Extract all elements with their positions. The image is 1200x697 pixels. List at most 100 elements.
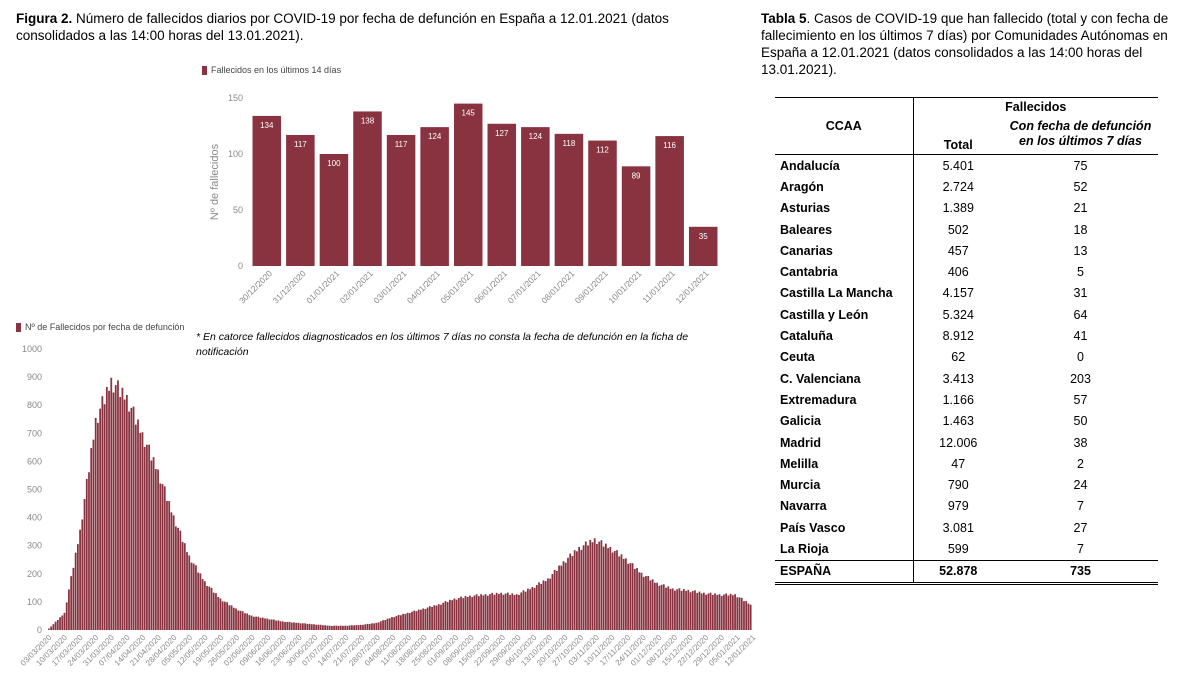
region-recent: 64 <box>1073 307 1088 322</box>
region-recent: 7 <box>1077 541 1084 556</box>
region-recent: 31 <box>1073 286 1088 301</box>
bar <box>226 602 229 630</box>
bar <box>669 588 672 630</box>
table-row: Madrid 12.006 38 <box>775 431 1158 454</box>
bar <box>377 622 380 630</box>
bar <box>649 580 652 630</box>
bar <box>322 625 324 630</box>
chart1-legend: Fallecidos en los últimos 14 días <box>202 65 341 75</box>
bar <box>163 486 166 630</box>
bar <box>157 469 159 630</box>
bar <box>700 593 703 630</box>
region-recent: 75 <box>1073 158 1088 173</box>
bar <box>386 618 389 630</box>
bar <box>714 593 716 630</box>
region-total: 3.413 <box>942 371 974 386</box>
bar <box>63 612 66 630</box>
table-row: Ceuta 62 0 <box>775 346 1158 368</box>
bar <box>183 543 186 630</box>
bar <box>357 625 360 630</box>
bar <box>97 422 99 630</box>
table-row: Castilla La Mancha 4.157 31 <box>775 282 1158 305</box>
bar <box>464 596 467 630</box>
bar <box>642 576 645 630</box>
region-total: 457 <box>947 243 969 258</box>
bar <box>629 563 632 630</box>
region-recent: 38 <box>1073 435 1088 450</box>
total-row-total: 52.878 <box>913 559 1003 585</box>
bar <box>408 613 411 630</box>
bar <box>487 123 517 266</box>
bar <box>259 617 262 630</box>
bar <box>471 597 474 630</box>
bar <box>362 624 364 630</box>
bar <box>402 613 405 630</box>
x-tick-label: 03/01/2021 <box>371 268 408 305</box>
bar <box>201 579 204 630</box>
bar <box>584 541 587 630</box>
bar <box>647 575 650 630</box>
bar <box>248 615 251 630</box>
bar <box>79 529 81 630</box>
bar <box>607 548 609 630</box>
bar <box>299 623 302 630</box>
region-recent: 57 <box>1073 392 1088 407</box>
bar <box>560 565 563 630</box>
bar <box>602 546 605 630</box>
bar <box>177 527 179 630</box>
col-header-region: CCAA <box>775 97 914 155</box>
bar <box>687 589 690 630</box>
bar <box>540 583 543 630</box>
bar <box>640 572 643 630</box>
bar <box>621 166 651 266</box>
bar <box>444 601 447 630</box>
bar <box>460 596 462 630</box>
y-tick-label: 100 <box>27 597 42 607</box>
bar <box>266 618 269 630</box>
bar <box>199 573 202 630</box>
bar <box>694 590 696 630</box>
bar <box>308 623 311 630</box>
bar <box>395 616 398 630</box>
bar <box>453 103 483 266</box>
bar <box>54 621 57 630</box>
x-tick-label: 11/01/2021 <box>640 268 677 305</box>
bar <box>81 519 84 630</box>
bar <box>500 592 503 630</box>
bar <box>68 589 70 630</box>
x-tick-label: 05/01/2021 <box>438 268 475 305</box>
bar <box>192 563 195 630</box>
bar <box>206 585 208 630</box>
bar <box>268 619 271 630</box>
bar <box>208 586 211 630</box>
bar <box>613 550 616 630</box>
bar <box>417 609 420 630</box>
bar <box>667 586 670 630</box>
bar <box>344 625 347 630</box>
bar <box>506 592 509 630</box>
bar <box>651 579 654 630</box>
region-recent: 5 <box>1077 265 1084 280</box>
bar <box>277 620 280 630</box>
region-name: Murcia <box>775 474 914 496</box>
bar <box>339 625 342 630</box>
bar <box>117 380 119 630</box>
bar <box>400 615 402 630</box>
region-recent: 50 <box>1073 414 1088 429</box>
bar <box>547 578 549 630</box>
bar-value-label: 112 <box>596 146 609 155</box>
bar <box>190 562 193 630</box>
bar <box>221 601 224 630</box>
bar <box>286 134 315 266</box>
chart1-legend-swatch <box>202 65 207 75</box>
bar <box>738 597 741 630</box>
bar <box>688 226 718 266</box>
bar <box>707 593 710 630</box>
y-tick-label: 50 <box>233 205 243 215</box>
bar <box>306 623 309 630</box>
bar <box>137 419 139 630</box>
bar <box>426 607 429 630</box>
table-row: Baleares 502 18 <box>775 218 1158 241</box>
region-name: Asturias <box>775 197 914 219</box>
bar <box>161 484 164 630</box>
